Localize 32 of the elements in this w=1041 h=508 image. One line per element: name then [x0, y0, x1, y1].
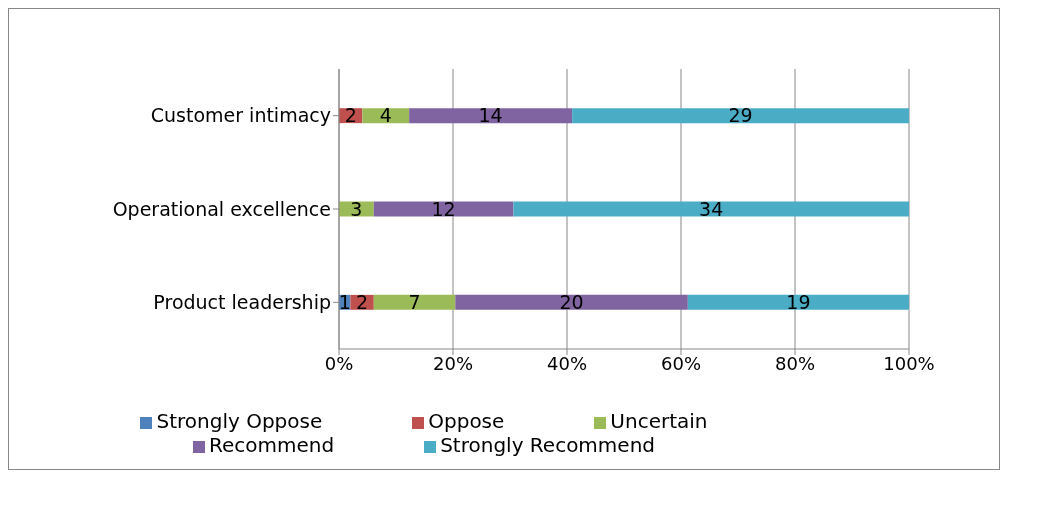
bar [572, 108, 909, 124]
x-tick-label: 80% [774, 352, 816, 374]
x-tick-label: 0% [324, 352, 354, 374]
bar [455, 294, 688, 310]
y-tick-label: Operational excellence [112, 197, 331, 220]
annotation: 7 [408, 291, 421, 314]
legend-label: Recommend [208, 433, 335, 457]
annotation: 2 [344, 104, 357, 127]
legend-label: Oppose [428, 409, 505, 433]
annotation: 20 [559, 291, 584, 314]
y-tick-label: Customer intimacy [150, 104, 331, 127]
x-tick-label: 40% [546, 352, 588, 374]
annotation: 3 [350, 197, 363, 220]
legend-label: Strongly Recommend [440, 433, 656, 457]
annotation: 29 [728, 104, 753, 127]
bar [373, 294, 456, 310]
x-tick-label: 60% [660, 352, 702, 374]
annotation: 1 [338, 291, 351, 314]
bar [513, 201, 909, 217]
annotation: 4 [379, 104, 392, 127]
legend-label: Strongly Oppose [156, 409, 323, 433]
x-tick-label: 20% [432, 352, 474, 374]
annotation: 12 [431, 197, 456, 220]
y-tick-label: Product leadership [153, 291, 331, 314]
legend-label: Uncertain [610, 409, 708, 433]
annotation: 14 [478, 104, 503, 127]
annotation: 34 [699, 197, 724, 220]
annotation: 2 [356, 291, 369, 314]
x-tick-label: 100% [883, 352, 935, 374]
bar [409, 108, 573, 124]
bar [687, 294, 909, 310]
annotation: 19 [786, 291, 811, 314]
